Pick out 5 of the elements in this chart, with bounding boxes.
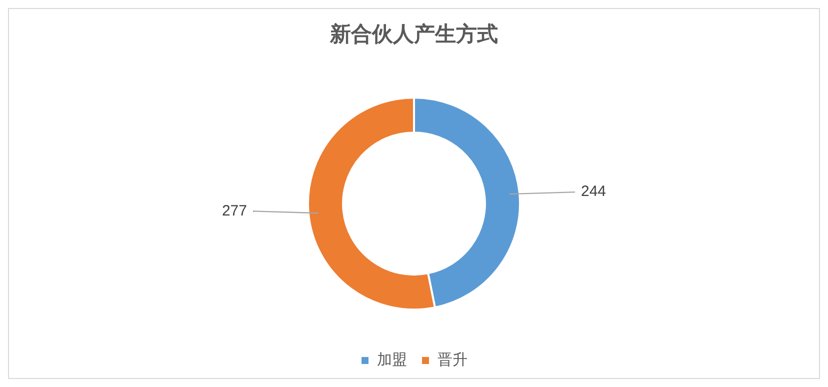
chart-title: 新合伙人产生方式 — [329, 21, 498, 46]
legend-label: 晋升 — [438, 350, 468, 368]
legend-label: 加盟 — [377, 350, 407, 368]
data-label: 244 — [581, 183, 606, 200]
data-label: 277 — [222, 202, 247, 220]
